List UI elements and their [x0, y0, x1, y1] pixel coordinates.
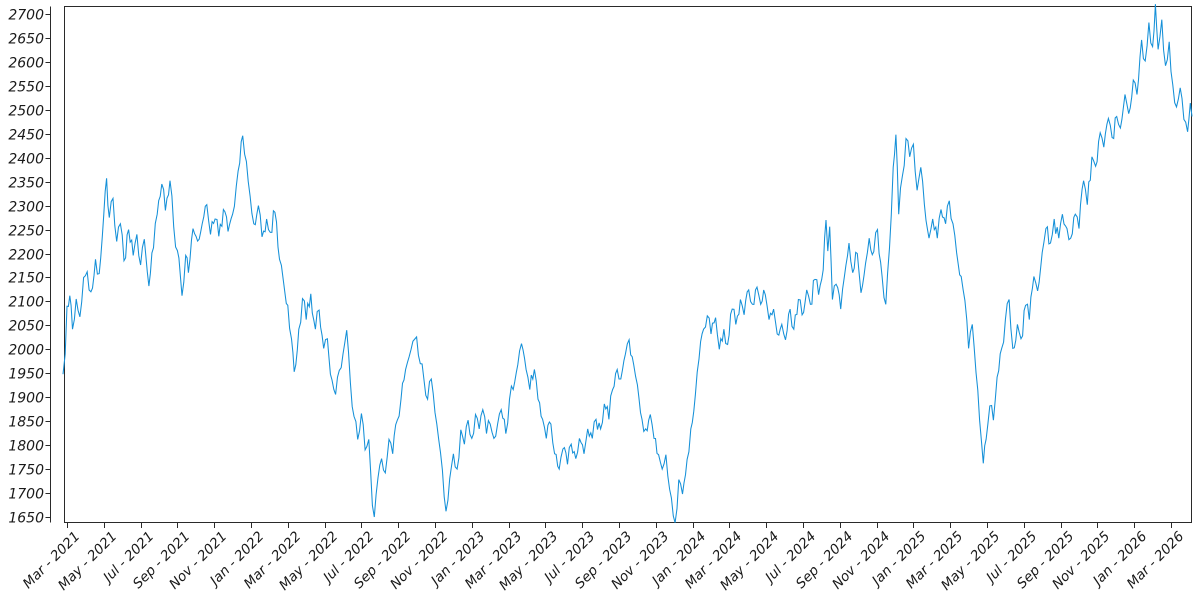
- price-line: [62, 4, 1193, 523]
- y-tick-label: 2350: [8, 176, 44, 192]
- y-tick-label: 1800: [8, 439, 44, 455]
- y-tick-label: 2500: [8, 104, 44, 120]
- y-axis: 1650 1700 1750 1800 1850 1900 1950 2000 2050 2100…: [8, 6, 51, 527]
- y-tick-label: 2650: [8, 32, 44, 48]
- y-tick-label: 2700: [8, 8, 44, 24]
- y-tick-label: 1650: [8, 511, 44, 527]
- y-tick-label: 2550: [8, 80, 44, 96]
- y-tick-label: 1750: [8, 463, 44, 479]
- y-tick-label: 2250: [8, 224, 44, 240]
- price-line-group: [62, 4, 1193, 523]
- y-tick-label: 2300: [8, 200, 44, 216]
- y-tick-label: 2600: [8, 56, 44, 72]
- y-tick-label: 2200: [8, 248, 44, 264]
- y-tick-label: 2150: [8, 271, 44, 287]
- y-tick-label: 1950: [8, 367, 44, 383]
- y-tick-label: 2400: [8, 152, 44, 168]
- y-tick-label: 2100: [8, 295, 44, 311]
- y-tick-label: 2000: [8, 343, 44, 359]
- y-tick-label: 2050: [8, 319, 44, 335]
- y-tick-label: 1900: [8, 391, 44, 407]
- y-tick-label: 1850: [8, 415, 44, 431]
- y-tick-label: 1700: [8, 487, 44, 503]
- plot-area: [64, 6, 1192, 523]
- plot-frame: [64, 6, 1192, 523]
- y-tick-label: 2450: [8, 128, 44, 144]
